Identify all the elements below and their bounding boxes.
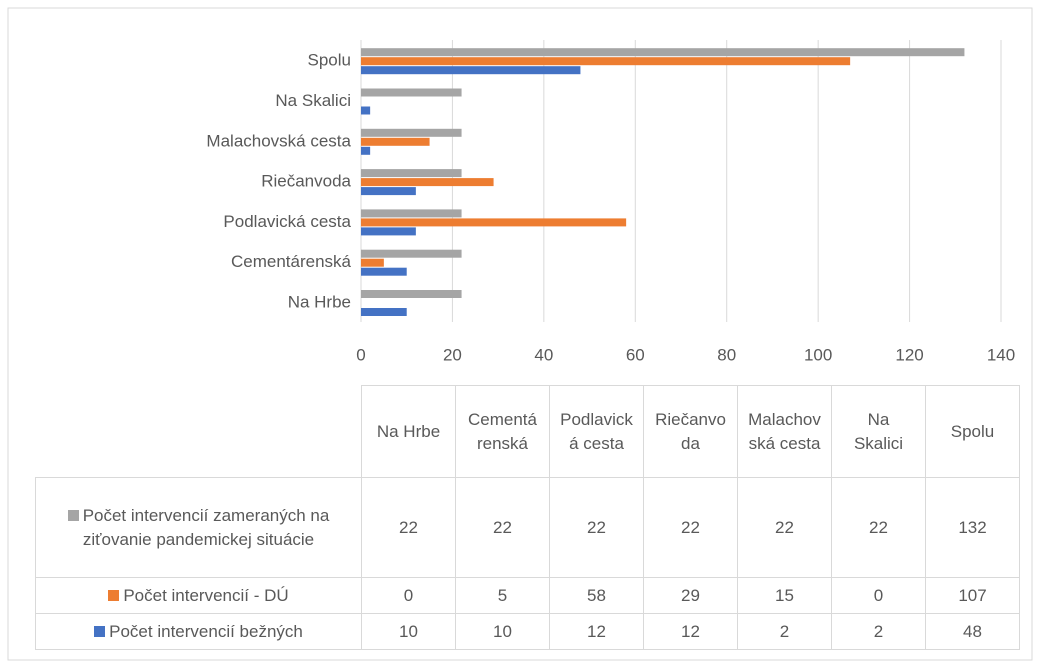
legend-label: Počet intervencií bežných bbox=[109, 621, 303, 641]
bar bbox=[361, 290, 462, 298]
chart-border bbox=[7, 7, 1033, 661]
table-value-cell: 0 bbox=[361, 577, 456, 614]
table-value-cell: 12 bbox=[643, 613, 738, 650]
table-series-cell: Počet intervencií bežných bbox=[35, 613, 362, 650]
bar bbox=[361, 209, 462, 218]
y-tick-label: Podlavická cesta bbox=[223, 212, 351, 231]
table-value-cell: 2 bbox=[737, 613, 832, 650]
bar bbox=[361, 146, 371, 155]
bar bbox=[361, 169, 462, 178]
table-value-cell: 2 bbox=[831, 613, 926, 650]
table-value-cell: 22 bbox=[455, 477, 550, 578]
bar bbox=[361, 137, 430, 146]
table-value-cell: 22 bbox=[361, 477, 456, 578]
table-value-cell: 10 bbox=[361, 613, 456, 650]
table-header-cell: Malachovská cesta bbox=[737, 385, 832, 478]
legend-key bbox=[67, 509, 79, 521]
table-series-cell: Počet intervencií - DÚ bbox=[35, 577, 362, 614]
bar bbox=[361, 308, 407, 316]
table-row: Počet intervencií zameraných na ziťovani… bbox=[35, 477, 1020, 578]
table-value-cell: 22 bbox=[831, 477, 926, 578]
legend-label: Počet intervencií - DÚ bbox=[123, 585, 289, 605]
table-value-cell: 22 bbox=[643, 477, 738, 578]
x-tick-label: 80 bbox=[717, 345, 736, 364]
table-value-cell: 48 bbox=[925, 613, 1020, 650]
x-tick-label: 40 bbox=[534, 345, 553, 364]
bar bbox=[361, 267, 407, 276]
y-tick-label: Na Skalici bbox=[275, 91, 351, 110]
table-value-cell: 5 bbox=[455, 577, 550, 614]
x-tick-label: 120 bbox=[895, 345, 923, 364]
table-header-cell: Spolu bbox=[925, 385, 1020, 478]
bar bbox=[361, 227, 416, 236]
table-value-cell: 12 bbox=[549, 613, 644, 650]
bar bbox=[361, 66, 581, 75]
table-value-cell: 22 bbox=[549, 477, 644, 578]
table-value-cell: 58 bbox=[549, 577, 644, 614]
y-tick-label: Cementárenská bbox=[231, 252, 352, 271]
table-series-cell: Počet intervencií zameraných na ziťovani… bbox=[35, 477, 362, 578]
y-tick-label: Malachovská cesta bbox=[206, 131, 351, 150]
table-header-cell: Na Skalici bbox=[831, 385, 926, 478]
x-tick-label: 100 bbox=[804, 345, 832, 364]
legend-key bbox=[94, 625, 106, 637]
x-tick-label: 140 bbox=[987, 345, 1015, 364]
y-tick-label: Spolu bbox=[308, 51, 351, 70]
x-tick-label: 60 bbox=[626, 345, 645, 364]
table-header-cell: Podlavická cesta bbox=[549, 385, 644, 478]
table-corner bbox=[35, 385, 362, 478]
table-value-cell: 22 bbox=[737, 477, 832, 578]
bar bbox=[361, 178, 494, 187]
table-header-row: Na Hrbe Cementárenská Podlavická cesta Rieč… bbox=[35, 385, 1020, 478]
table-row: Počet intervencií - DÚ 0 5 58 29 15 0 107 bbox=[35, 577, 1020, 614]
table-value-cell: 132 bbox=[925, 477, 1020, 578]
table-value-cell: 29 bbox=[643, 577, 738, 614]
legend-key bbox=[108, 589, 120, 601]
x-tick-label: 0 bbox=[356, 345, 365, 364]
bar bbox=[361, 106, 371, 115]
table-header-cell: Cementárenská bbox=[455, 385, 550, 478]
table-value-cell: 0 bbox=[831, 577, 926, 614]
bar bbox=[361, 249, 462, 258]
x-tick-label: 20 bbox=[443, 345, 462, 364]
bar bbox=[361, 187, 416, 196]
table-row: Počet intervencií bežných 10 10 12 12 2 2 48 bbox=[35, 613, 1020, 650]
table-value-cell: 15 bbox=[737, 577, 832, 614]
bar bbox=[361, 128, 462, 137]
table-header-cell: Riečanvoda bbox=[643, 385, 738, 478]
table-header-cell: Na Hrbe bbox=[361, 385, 456, 478]
y-tick-label: Riečanvoda bbox=[261, 172, 351, 191]
y-tick-label: Na Hrbe bbox=[288, 292, 351, 311]
legend-label: Počet intervencií zameraných na ziťovani… bbox=[82, 505, 330, 549]
bar bbox=[361, 57, 851, 66]
bar bbox=[361, 88, 462, 97]
table-value-cell: 10 bbox=[455, 613, 550, 650]
bar bbox=[361, 48, 965, 57]
bar bbox=[361, 218, 627, 227]
table-value-cell: 107 bbox=[925, 577, 1020, 614]
bar bbox=[361, 258, 384, 267]
data-table: Na Hrbe Cementárenská Podlavická cesta Rieč… bbox=[35, 385, 1020, 650]
